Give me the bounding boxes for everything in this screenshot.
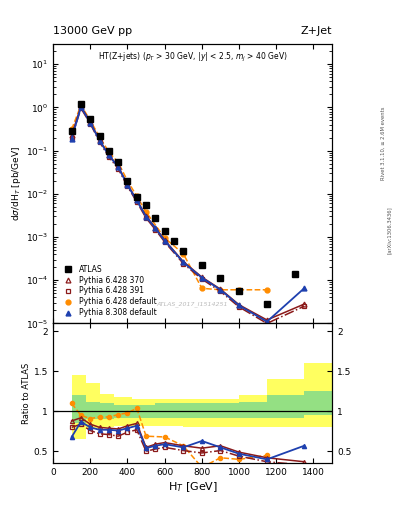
Line: Pythia 8.308 default: Pythia 8.308 default: [69, 104, 307, 324]
Pythia 8.308 default: [116, 164, 121, 170]
Pythia 8.308 default: [181, 259, 185, 265]
ATLAS: [200, 262, 204, 268]
Pythia 6.428 370: [88, 119, 93, 125]
Pythia 6.428 391: [97, 139, 102, 145]
Line: Pythia 6.428 370: Pythia 6.428 370: [69, 104, 307, 323]
Pythia 6.428 391: [200, 276, 204, 282]
Y-axis label: d$\sigma$/dH$_T$ [pb/GeV]: d$\sigma$/dH$_T$ [pb/GeV]: [10, 146, 23, 221]
Pythia 6.428 391: [134, 199, 139, 205]
Pythia 6.428 default: [200, 285, 204, 291]
Pythia 8.308 default: [237, 303, 241, 309]
Pythia 6.428 default: [162, 235, 167, 241]
ATLAS: [125, 178, 130, 184]
Pythia 8.308 default: [97, 138, 102, 144]
ATLAS: [88, 116, 93, 122]
Pythia 6.428 391: [88, 120, 93, 126]
Pythia 6.428 370: [134, 197, 139, 203]
Pythia 6.428 391: [69, 135, 74, 141]
Pythia 6.428 391: [237, 304, 241, 310]
Pythia 6.428 default: [134, 193, 139, 199]
Pythia 8.308 default: [218, 287, 223, 293]
Pythia 6.428 default: [69, 126, 74, 133]
Pythia 6.428 370: [69, 132, 74, 138]
Text: 13000 GeV pp: 13000 GeV pp: [53, 26, 132, 36]
Pythia 6.428 370: [79, 103, 83, 110]
Pythia 6.428 370: [162, 237, 167, 243]
Pythia 8.308 default: [200, 274, 204, 281]
Pythia 6.428 370: [97, 137, 102, 143]
Pythia 6.428 370: [144, 213, 149, 219]
Pythia 6.428 370: [181, 259, 185, 265]
Pythia 6.428 370: [125, 181, 130, 187]
Pythia 6.428 default: [79, 102, 83, 109]
Pythia 6.428 391: [144, 215, 149, 221]
Pythia 6.428 default: [125, 178, 130, 184]
Pythia 6.428 391: [107, 154, 111, 160]
ATLAS: [181, 248, 185, 254]
Pythia 8.308 default: [107, 153, 111, 159]
Pythia 6.428 default: [97, 134, 102, 140]
Pythia 6.428 391: [125, 183, 130, 189]
Pythia 8.308 default: [134, 198, 139, 204]
Y-axis label: Ratio to ATLAS: Ratio to ATLAS: [22, 363, 31, 424]
Pythia 6.428 370: [302, 301, 307, 307]
Pythia 8.308 default: [144, 214, 149, 220]
Pythia 6.428 370: [264, 317, 269, 323]
ATLAS: [97, 133, 102, 139]
ATLAS: [237, 288, 241, 294]
Pythia 6.428 391: [116, 166, 121, 172]
Pythia 8.308 default: [162, 238, 167, 244]
ATLAS: [116, 159, 121, 165]
Pythia 6.428 default: [237, 287, 241, 293]
Pythia 6.428 default: [181, 251, 185, 257]
Pythia 6.428 default: [107, 149, 111, 155]
ATLAS: [172, 238, 176, 244]
Line: ATLAS: ATLAS: [68, 101, 298, 307]
Pythia 6.428 370: [153, 225, 158, 231]
Text: Rivet 3.1.10, ≥ 2.6M events: Rivet 3.1.10, ≥ 2.6M events: [381, 106, 386, 180]
Pythia 8.308 default: [153, 225, 158, 231]
Text: ATLAS_2017_I1514251: ATLAS_2017_I1514251: [157, 301, 228, 307]
Pythia 6.428 default: [116, 159, 121, 165]
Pythia 8.308 default: [69, 136, 74, 142]
Line: Pythia 6.428 default: Pythia 6.428 default: [69, 103, 270, 292]
Pythia 6.428 391: [218, 288, 223, 294]
ATLAS: [79, 101, 83, 107]
Pythia 6.428 391: [181, 261, 185, 267]
Pythia 6.428 370: [237, 302, 241, 308]
ATLAS: [69, 128, 74, 134]
Pythia 6.428 391: [162, 239, 167, 245]
Text: HT(Z+jets) ($p_T$ > 30 GeV, $|y|$ < 2.5, $m_j$ > 40 GeV): HT(Z+jets) ($p_T$ > 30 GeV, $|y|$ < 2.5,…: [97, 51, 288, 63]
Pythia 6.428 391: [302, 303, 307, 309]
Pythia 6.428 default: [218, 287, 223, 293]
ATLAS: [162, 228, 167, 234]
Pythia 6.428 370: [107, 152, 111, 158]
Pythia 8.308 default: [79, 104, 83, 110]
Text: [arXiv:1306.3436]: [arXiv:1306.3436]: [387, 206, 391, 254]
Line: Pythia 6.428 391: Pythia 6.428 391: [69, 106, 307, 326]
Pythia 8.308 default: [302, 285, 307, 291]
ATLAS: [107, 147, 111, 154]
ATLAS: [292, 271, 297, 277]
Text: Z+Jet: Z+Jet: [301, 26, 332, 36]
ATLAS: [134, 194, 139, 200]
Pythia 6.428 391: [153, 226, 158, 232]
Pythia 8.308 default: [88, 120, 93, 126]
Legend: ATLAS, Pythia 6.428 370, Pythia 6.428 391, Pythia 6.428 default, Pythia 8.308 de: ATLAS, Pythia 6.428 370, Pythia 6.428 39…: [57, 262, 159, 319]
Pythia 6.428 370: [116, 163, 121, 169]
ATLAS: [144, 202, 149, 208]
Pythia 8.308 default: [125, 182, 130, 188]
Pythia 6.428 391: [79, 105, 83, 112]
Pythia 6.428 391: [264, 321, 269, 327]
Pythia 6.428 default: [88, 117, 93, 123]
Pythia 6.428 370: [200, 274, 204, 280]
X-axis label: H$_T$ [GeV]: H$_T$ [GeV]: [167, 480, 218, 494]
Pythia 8.308 default: [264, 318, 269, 325]
ATLAS: [218, 275, 223, 282]
Pythia 6.428 370: [218, 286, 223, 292]
Pythia 6.428 default: [144, 209, 149, 215]
Pythia 6.428 default: [264, 287, 269, 293]
ATLAS: [264, 301, 269, 307]
ATLAS: [153, 215, 158, 221]
